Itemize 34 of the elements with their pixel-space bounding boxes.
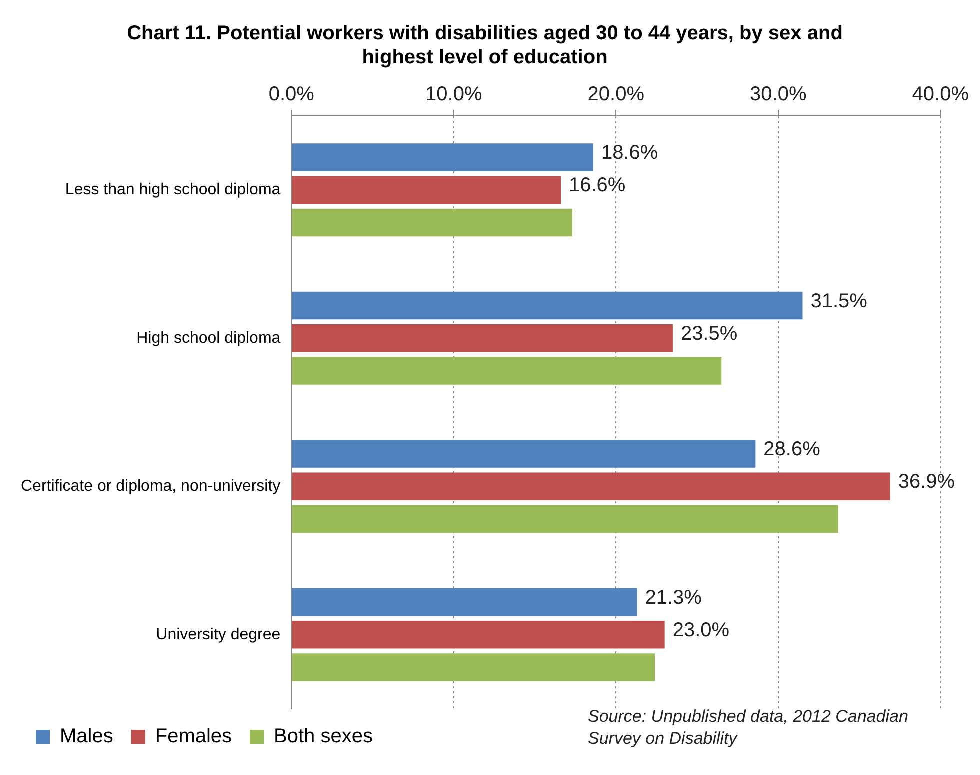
data-label: 16.6% [568,174,626,197]
bar [292,324,673,352]
bar [292,176,561,204]
annotation: Source: Unpublished data, 2012 Canadian Survey on Disability [588,707,908,748]
bar [292,505,838,534]
x-tick-label: 20.0% [588,84,645,106]
y-tick-label: Certificate or diploma, non-university [20,478,281,496]
data-label: 18.6% [601,142,658,164]
x-tick-label: 30.0% [750,84,807,106]
data-label: 23.5% [680,322,738,345]
bar [292,654,656,682]
data-label: 21.3% [645,586,702,609]
x-tick-label: 40.0% [912,84,970,106]
bar [292,472,890,500]
legend-label: Females [155,726,232,748]
bar [292,208,572,237]
x-tick-label: 10.0% [426,84,482,106]
bar [292,621,665,649]
x-tick-label: 0.0% [268,84,315,106]
legend-label: Both sexes [274,726,373,748]
bar [292,292,803,320]
chart-title: Chart 11. Potential workers with disabilities aged 30 to 44 years, by sex and highest level of education [127,22,843,69]
y-tick-label: University degree [156,626,281,644]
legend-label: Males [60,726,114,748]
data-label: 23.0% [672,619,730,642]
data-label: 36.9% [898,471,956,494]
bar [292,144,594,172]
y-tick-label: Less than high school diploma [65,182,281,199]
data-label: 31.5% [810,290,868,312]
bar [292,588,638,616]
y-tick-label: High school diploma [136,330,281,347]
data-label: 28.6% [764,438,821,461]
bar [292,357,722,385]
bar [292,440,756,468]
